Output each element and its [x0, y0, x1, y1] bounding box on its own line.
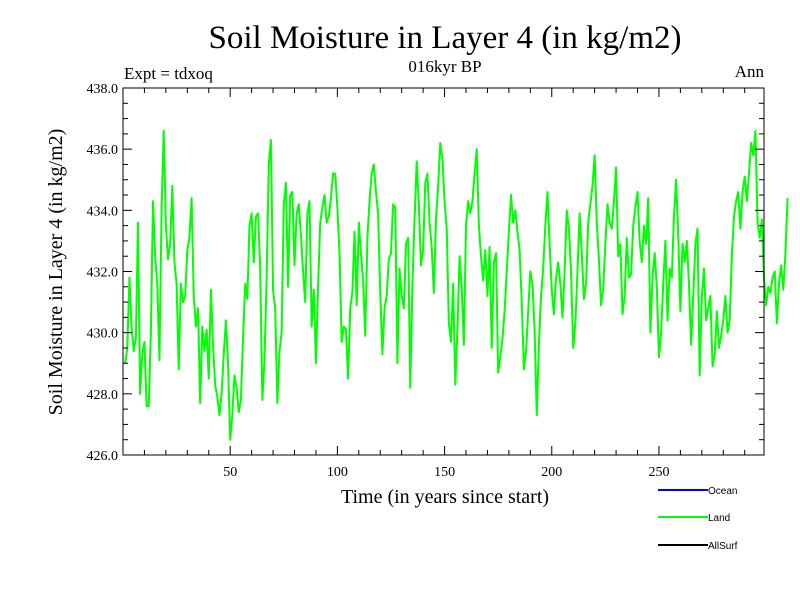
y-tick-label: 438.0 [87, 82, 119, 97]
plot-frame [122, 87, 765, 456]
x-tick-label: 50 [223, 465, 237, 480]
x-tick-label: 150 [434, 465, 455, 480]
series-line-land [124, 129, 789, 441]
legend-label-allsurf: AllSurf [708, 541, 738, 552]
x-tick-label: 200 [541, 465, 562, 480]
legend: Ocean Land AllSurf [658, 486, 738, 552]
plot-area: 50 100 150 200 250 426.0 428.0 430.0 432.0 434.0 4… [87, 82, 789, 480]
x-tick-label: 100 [327, 465, 348, 480]
x-axis-label: Time (in years since start) [341, 486, 549, 508]
y-tick-label: 432.0 [87, 266, 119, 281]
y-axis-label: Soil Moisture in Layer 4 (in kg/m2) [45, 129, 67, 416]
y-tick-label: 430.0 [87, 327, 119, 342]
experiment-label: Expt = tdxoq [124, 64, 213, 83]
y-tick-label: 428.0 [87, 388, 119, 403]
chart-title: Soil Moisture in Layer 4 (in kg/m2) [209, 20, 682, 56]
x-tick-label: 250 [648, 465, 669, 480]
legend-label-ocean: Ocean [708, 486, 737, 497]
legend-label-land: Land [708, 513, 730, 524]
y-tick-label: 436.0 [87, 143, 119, 158]
y-tick-label: 434.0 [87, 204, 119, 219]
season-label: Ann [735, 62, 765, 81]
y-tick-label: 426.0 [87, 449, 119, 464]
chart-subtitle: 016kyr BP [408, 57, 481, 76]
